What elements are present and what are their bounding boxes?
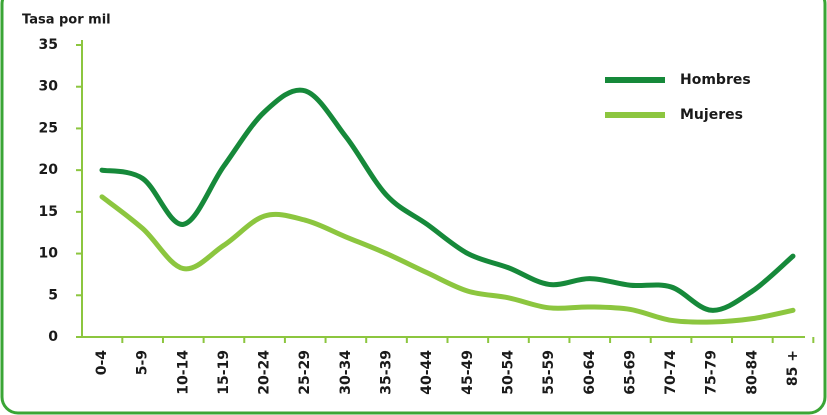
x-tick-label: 20-24: [257, 350, 273, 395]
y-tick-label: 25: [39, 120, 58, 136]
x-tick-label: 5-9: [135, 350, 151, 375]
y-axis-label: Tasa por mil: [22, 13, 111, 28]
x-tick-label: 85 +: [785, 350, 801, 386]
x-tick-label: 15-19: [216, 350, 232, 395]
x-tick-label: 25-29: [297, 350, 313, 395]
y-tick-label: 5: [48, 287, 58, 303]
x-tick-label: 35-39: [379, 350, 395, 395]
x-tick-label: 60-64: [582, 350, 598, 395]
x-tick-label: 80-84: [744, 350, 760, 395]
x-tick-label: 30-34: [338, 350, 354, 395]
y-tick-label: 10: [39, 246, 59, 262]
x-tick-label: 65-69: [622, 350, 638, 395]
line: [99, 194, 796, 325]
x-tick-label: 40-44: [419, 350, 435, 395]
legend-label: Mujeres: [680, 107, 743, 123]
line: [99, 87, 796, 313]
y-tick-label: 0: [48, 329, 58, 345]
y-tick-label: 15: [39, 204, 58, 220]
x-tick-label: 45-49: [460, 350, 476, 395]
y-tick-label: 35: [39, 37, 58, 53]
x-tick-label: 75-79: [704, 350, 720, 395]
x-tick-label: 10-14: [175, 350, 191, 395]
y-tick-label: 20: [39, 162, 59, 178]
x-tick-label: 50-54: [500, 350, 516, 395]
x-tick-label: 0-4: [94, 350, 110, 376]
x-tick-label: 70-74: [663, 350, 679, 395]
x-tick-label: 55-59: [541, 350, 557, 395]
legend-label: Hombres: [680, 72, 751, 88]
y-tick-label: 30: [39, 79, 59, 95]
